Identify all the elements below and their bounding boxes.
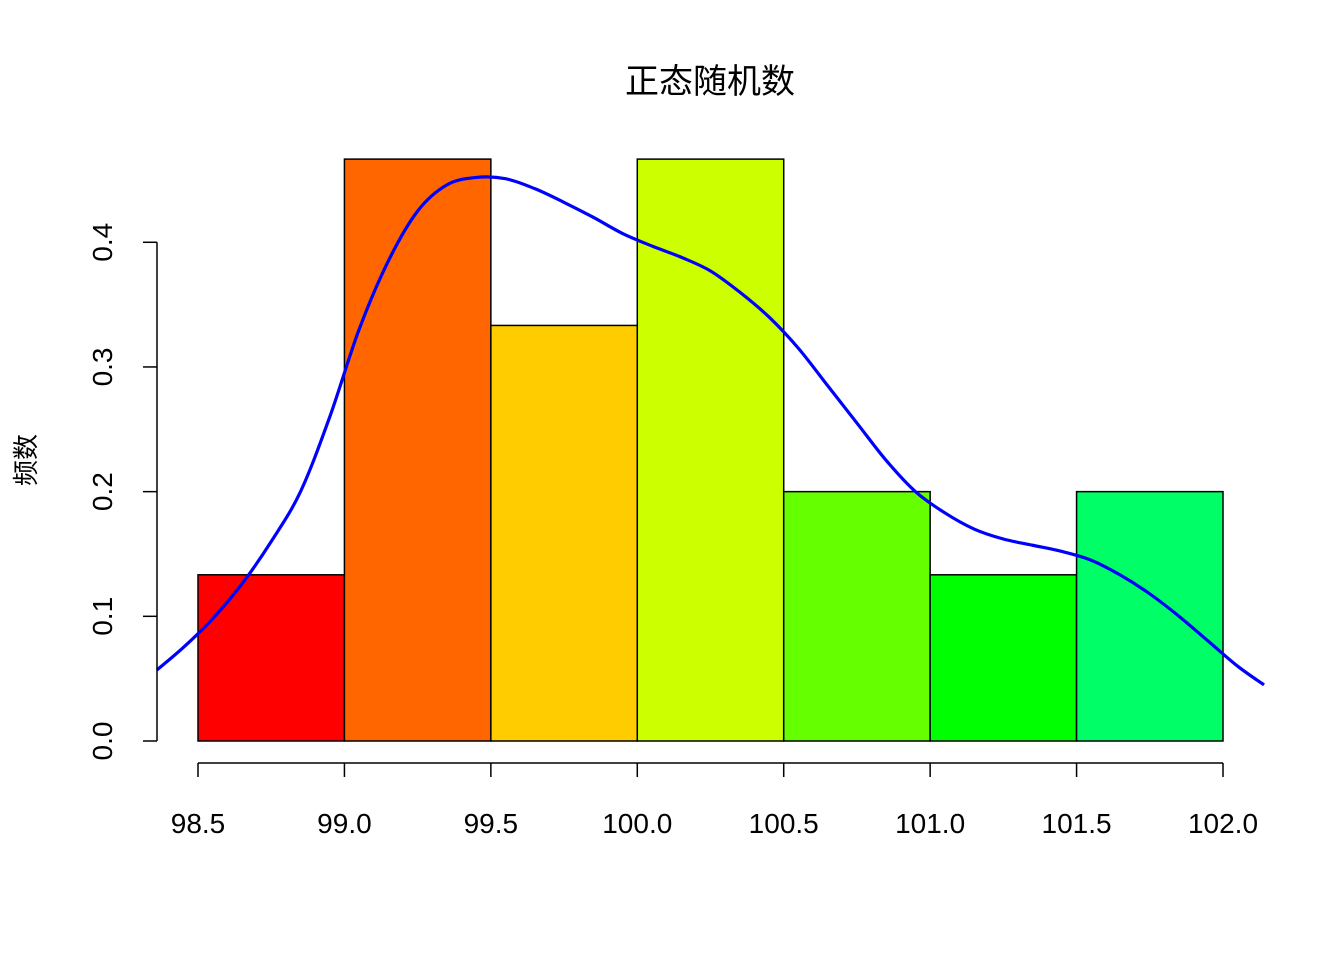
- histogram-bar-4: [782, 490, 931, 742]
- y-tick-label: 0.2: [87, 472, 118, 511]
- histogram-bar-3: [636, 158, 785, 742]
- y-tick-label: 0.0: [87, 722, 118, 761]
- x-tick-label: 98.5: [171, 808, 226, 839]
- x-tick-label: 100.5: [749, 808, 819, 839]
- chart-title: 正态随机数: [625, 62, 795, 102]
- y-tick-label: 0.3: [87, 347, 118, 386]
- x-tick-label: 100.0: [602, 808, 672, 839]
- histogram-bar-1: [343, 158, 492, 742]
- x-axis: 98.5 99.0 99.5 100.0 100.5 101.0 101.5 102.0: [171, 762, 1258, 839]
- density-curve: [155, 175, 1265, 687]
- density-curve-layer: [155, 175, 1265, 687]
- x-tick-label: 99.0: [317, 808, 372, 839]
- y-axis-label: 频数: [12, 434, 42, 486]
- y-axis: 0.0 0.1 0.2 0.3 0.4: [87, 223, 158, 761]
- histogram-bar-0: [197, 574, 346, 742]
- x-tick-label: 101.5: [1042, 808, 1112, 839]
- y-tick-label: 0.1: [87, 597, 118, 636]
- x-tick-label: 102.0: [1188, 808, 1258, 839]
- histogram-bar-2: [490, 324, 639, 742]
- y-tick-label: 0.4: [87, 223, 118, 262]
- histogram-bars: [197, 158, 1224, 742]
- x-tick-label: 101.0: [895, 808, 965, 839]
- histogram-bar-6: [1075, 490, 1224, 742]
- histogram-bar-5: [929, 574, 1078, 742]
- x-tick-label: 99.5: [464, 808, 519, 839]
